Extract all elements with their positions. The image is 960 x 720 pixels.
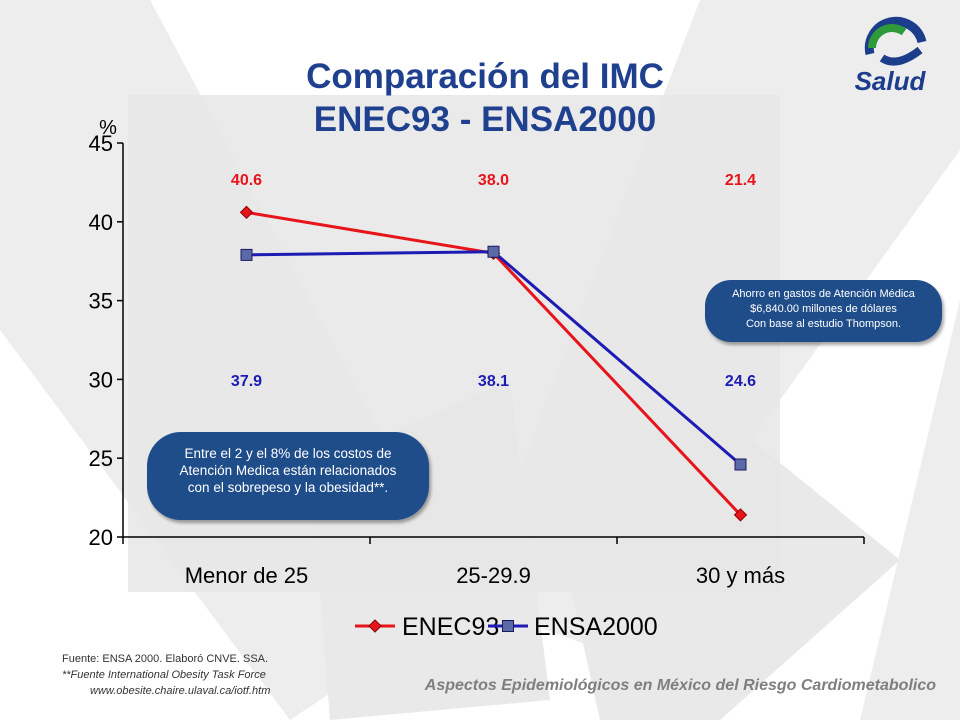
data-label-enec93: 21.4 xyxy=(725,172,756,189)
data-point-enec93 xyxy=(239,205,254,220)
footer-source: Fuente: ENSA 2000. Elaboró CNVE. SSA. xyxy=(62,653,269,665)
savings-callout: Ahorro en gastos de Atención Médica $6,8… xyxy=(705,280,942,342)
savings-callout-line: Con base al estudio Thompson. xyxy=(745,318,902,330)
legend-marker-enec93 xyxy=(368,619,382,633)
x-tick-label: 30 y más xyxy=(696,563,785,588)
y-axis-label: % xyxy=(99,117,117,139)
y-tick-label: 35 xyxy=(89,289,113,314)
data-label-enec93: 38.0 xyxy=(478,172,509,189)
data-point-enec93 xyxy=(733,508,748,522)
footer-source-iotf: **Fuente International Obesity Task Forc… xyxy=(62,669,266,681)
y-tick-label: 40 xyxy=(89,210,113,235)
salud-logo: Salud xyxy=(842,6,952,101)
data-label-enec93: 40.6 xyxy=(231,172,262,189)
salud-logo-mark: Salud xyxy=(855,16,927,96)
savings-callout-line: Ahorro en gastos de Atención Médica xyxy=(732,288,915,300)
logo-text: Salud xyxy=(855,66,927,96)
data-point-ensa2000 xyxy=(487,245,500,258)
y-tick-label: 45 xyxy=(89,131,113,156)
x-tick-label: Menor de 25 xyxy=(185,563,309,588)
savings-callout-line: $6,840.00 millones de dólares xyxy=(750,303,897,315)
slide-title-line1: Comparación del IMC xyxy=(306,57,664,96)
data-label-ensa2000: 37.9 xyxy=(231,373,262,390)
costs-callout-line: con el sobrepeso y la obesidad**. xyxy=(187,480,389,495)
bottom-caption: Aspectos Epidemiológicos en México del R… xyxy=(424,677,936,694)
x-tick-label: 25-29.9 xyxy=(456,563,531,588)
footer-url: www.obesite.chaire.ulaval.ca/iotf.htm xyxy=(90,685,271,697)
costs-callout: Entre el 2 y el 8% de los costos de Aten… xyxy=(147,432,429,520)
costs-callout-line: Atención Medica están relacionados xyxy=(179,463,397,478)
slide-title-line2: ENEC93 - ENSA2000 xyxy=(313,100,657,139)
costs-callout-line: Entre el 2 y el 8% de los costos de xyxy=(184,446,392,461)
y-tick-label: 25 xyxy=(89,446,113,471)
data-point-ensa2000 xyxy=(240,248,253,261)
data-label-ensa2000: 38.1 xyxy=(478,373,509,390)
legend-marker-ensa2000 xyxy=(502,620,514,632)
data-point-ensa2000 xyxy=(734,458,747,471)
y-tick-label: 30 xyxy=(89,367,113,392)
legend-label-ensa2000: ENSA2000 xyxy=(534,613,658,641)
y-tick-label: 20 xyxy=(89,525,113,550)
data-label-ensa2000: 24.6 xyxy=(725,373,756,390)
legend-label-enec93: ENEC93 xyxy=(402,613,499,641)
